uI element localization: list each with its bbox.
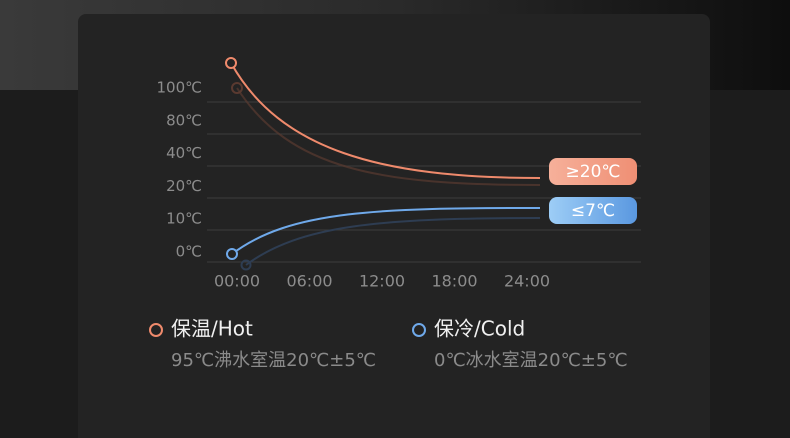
- y-label: 10℃: [166, 210, 202, 228]
- y-label: 0℃: [176, 243, 202, 261]
- y-label: 20℃: [166, 177, 202, 195]
- cold-badge-text: ≤7℃: [571, 201, 615, 221]
- x-label: 00:00: [214, 272, 260, 291]
- y-label: 80℃: [166, 111, 202, 129]
- hot-badge-text: ≥20℃: [566, 162, 621, 182]
- hot-dot: [225, 57, 237, 69]
- x-label: 06:00: [286, 272, 332, 291]
- legend-hot-icon: [149, 323, 163, 337]
- hot-shadow: [236, 87, 541, 186]
- legend-desc: 0℃冰水室温20℃±5℃: [434, 350, 628, 371]
- x-label: 18:00: [431, 272, 477, 291]
- curves: [225, 57, 541, 271]
- y-label: 100℃: [157, 79, 202, 97]
- cold-dot: [226, 248, 238, 260]
- x-labels: 00:00 06:00 12:00 18:00 24:00: [214, 272, 550, 291]
- hot-curve: [230, 62, 541, 179]
- y-label: 40℃: [166, 144, 202, 162]
- legend-desc: 95℃沸水室温20℃±5℃: [171, 350, 376, 371]
- legend-title: 保温/Hot: [171, 317, 253, 341]
- x-label: 12:00: [359, 272, 405, 291]
- y-labels: 100℃ 80℃ 40℃ 20℃ 10℃ 0℃: [157, 79, 202, 261]
- cold-badge: [549, 197, 637, 224]
- cold-shadow: [245, 217, 541, 266]
- cold-curve: [231, 207, 541, 255]
- cold-shadow-dot: [240, 259, 252, 271]
- hot-shadow-dot: [231, 82, 243, 94]
- legend-title: 保冷/Cold: [434, 317, 525, 341]
- panel: [78, 14, 710, 438]
- x-label: 24:00: [504, 272, 550, 291]
- legend-cold-icon: [412, 323, 426, 337]
- hot-badge: [549, 158, 637, 185]
